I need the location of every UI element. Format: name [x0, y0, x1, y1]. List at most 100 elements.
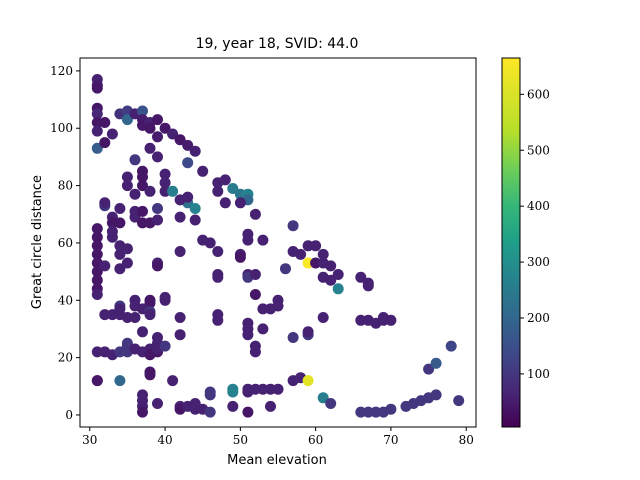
data-point: [280, 263, 291, 275]
data-point: [212, 314, 224, 326]
data-point: [325, 398, 337, 409]
data-point: [204, 386, 216, 398]
y-tick-label: 0: [65, 408, 73, 422]
data-point: [362, 406, 374, 418]
data-point: [227, 386, 239, 398]
data-point: [227, 400, 239, 412]
data-point: [385, 403, 397, 415]
colorbar-tick-label: 500: [527, 143, 550, 157]
data-point: [355, 314, 367, 326]
data-point: [257, 323, 269, 335]
data-point: [249, 289, 261, 300]
data-point: [159, 340, 171, 352]
data-point: [159, 168, 171, 180]
data-point: [99, 197, 111, 209]
data-point: [272, 383, 284, 395]
data-point: [174, 246, 186, 257]
data-point: [182, 139, 194, 151]
data-point: [152, 398, 163, 409]
data-point: [423, 363, 435, 375]
data-point: [159, 122, 171, 134]
y-tick-label: 80: [58, 179, 73, 193]
data-point: [129, 312, 141, 323]
data-point: [204, 406, 216, 418]
data-point: [91, 231, 103, 243]
data-point: [174, 312, 186, 323]
x-tick-label: 30: [82, 433, 97, 447]
data-point: [121, 114, 133, 126]
data-point: [121, 312, 133, 323]
data-point: [137, 105, 148, 117]
data-point: [182, 191, 194, 203]
data-point: [144, 122, 156, 134]
data-point: [144, 297, 156, 309]
data-point: [310, 240, 322, 252]
data-point: [310, 257, 322, 269]
x-tick-label: 40: [157, 433, 172, 447]
data-point: [227, 183, 239, 194]
data-point: [249, 208, 261, 220]
data-point: [121, 257, 133, 269]
data-point: [152, 203, 163, 214]
data-point: [114, 217, 126, 229]
data-point: [167, 185, 179, 197]
data-point: [106, 128, 118, 140]
x-axis: 30 40 50 60 70 80: [82, 427, 474, 447]
data-point: [249, 269, 261, 280]
data-point: [152, 214, 163, 226]
data-point: [197, 165, 209, 177]
data-point: [114, 263, 126, 275]
y-axis-label: Great circle distance: [30, 175, 45, 309]
data-point: [91, 248, 103, 260]
data-point: [137, 406, 148, 418]
points-layer: [91, 74, 465, 418]
data-point: [144, 185, 156, 197]
data-point: [189, 214, 201, 226]
data-point: [129, 154, 141, 166]
data-point: [257, 383, 269, 395]
data-point: [189, 203, 201, 214]
data-point: [159, 177, 171, 189]
data-point: [159, 291, 171, 303]
data-point: [152, 114, 163, 126]
colorbar-gradient: [501, 57, 521, 428]
data-point: [152, 131, 163, 143]
colorbar-tick-label: 200: [527, 311, 550, 325]
chart-title: 19, year 18, SVID: 44.0: [196, 36, 359, 52]
data-point: [265, 303, 276, 315]
data-point: [91, 125, 103, 137]
data-point: [325, 274, 337, 286]
data-point: [91, 223, 103, 235]
data-point: [91, 108, 103, 120]
data-point: [242, 406, 254, 418]
x-tick-label: 70: [383, 433, 398, 447]
data-point: [287, 220, 299, 232]
data-point: [257, 303, 269, 315]
data-point: [144, 369, 156, 381]
x-axis-label: Mean elevation: [227, 453, 327, 468]
data-point: [91, 289, 103, 300]
data-point: [212, 246, 224, 257]
data-point: [152, 260, 163, 272]
colorbar: 100 200 300 400 500 600: [501, 57, 550, 428]
colorbar-tick-label: 100: [527, 367, 550, 381]
data-point: [385, 314, 397, 326]
data-point: [295, 248, 307, 260]
data-point: [219, 174, 231, 186]
y-tick-label: 40: [58, 293, 73, 307]
data-point: [91, 375, 103, 387]
data-point: [257, 234, 269, 246]
data-point: [317, 392, 329, 404]
data-point: [430, 357, 442, 369]
data-point: [91, 240, 103, 252]
y-tick-label: 20: [58, 351, 73, 365]
data-point: [114, 375, 126, 387]
data-point: [355, 271, 367, 283]
data-point: [287, 332, 299, 343]
data-point: [91, 82, 103, 94]
colorbar-tick-label: 300: [527, 255, 550, 269]
data-point: [121, 171, 133, 183]
colorbar-tick-label: 600: [527, 87, 550, 101]
data-point: [445, 340, 457, 352]
data-point: [242, 329, 254, 341]
